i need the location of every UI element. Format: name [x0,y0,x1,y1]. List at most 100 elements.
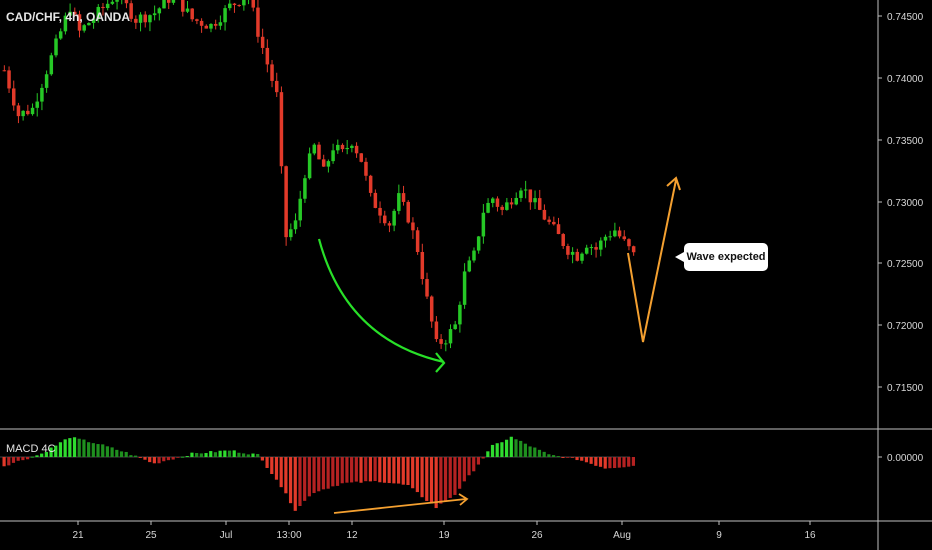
macd-histogram-bar [439,457,443,504]
macd-histogram-bar [566,457,570,458]
macd-divergence-arrowhead [458,493,469,506]
candle-body [542,209,547,220]
candle-body [420,251,425,280]
candle-body [378,207,382,216]
candle-body [401,193,406,202]
candle-body [105,3,110,9]
macd-histogram-bar [232,450,236,457]
candle-body [279,92,284,167]
candle-body [631,246,636,253]
candle-body [467,260,472,272]
symbol-title: CAD/CHF, 4h, OANDA [6,10,131,24]
macd-histogram-bar [519,440,523,457]
price-tick-label: 0.74500 [887,12,924,23]
candle-body [580,253,584,261]
candle-body [387,223,392,226]
candle-body [537,198,542,210]
candle-body [87,22,91,26]
macd-histogram-bar [378,457,382,483]
macd-histogram-bar [148,457,152,463]
macd-histogram-bar [58,442,63,457]
macd-histogram-bar [180,456,185,458]
macd-histogram-bar [613,457,617,469]
candle-body [91,18,96,23]
macd-histogram-bar [303,457,307,501]
candle-body [547,219,551,222]
candle-body [265,47,270,65]
macd-histogram-bar [293,457,297,511]
macd-histogram-bar [594,457,598,466]
macd-histogram-bar [129,455,133,457]
macd-histogram-bar [251,453,255,457]
macd-histogram-bar [373,457,377,482]
candle-body [298,198,302,221]
candle-body [289,229,293,238]
macd-histogram-bar [87,442,91,457]
candle-body [359,153,364,162]
candle-body [627,239,631,247]
time-tick-label: 25 [145,530,157,541]
macd-histogram-bar [30,456,34,458]
macd-histogram-bar [274,457,279,480]
candle-body [570,251,575,255]
candle-body [199,20,204,26]
candle-body [171,0,176,3]
macd-histogram-bar [279,457,283,488]
candle-body [303,178,307,199]
macd-histogram-bar [359,457,363,483]
macd-histogram-bar [631,457,635,466]
macd-histogram-bar [396,457,401,484]
candle-body [260,36,265,48]
macd-histogram-bar [152,457,156,464]
macd-histogram-bar [401,457,405,485]
candle-body [162,0,166,9]
time-tick-label: 16 [804,530,816,541]
macd-histogram-bar [185,456,189,457]
time-tick-label: 13:00 [276,530,301,541]
macd-histogram-bar [63,439,67,457]
candle-body [242,0,246,6]
macd-histogram-bar [7,457,11,466]
candle-body [345,147,349,150]
macd-histogram-bar [505,439,509,457]
candle-body [439,339,443,344]
candle-body [157,8,162,14]
macd-histogram-bar [213,452,218,457]
candle-body [429,296,434,322]
candle-body [486,202,490,213]
macd-histogram-bar [326,457,330,489]
candle-body [166,0,171,3]
macd-histogram-bar [495,443,499,457]
macd-histogram-bar [537,449,542,457]
candle-body [613,230,617,237]
price-tick-label: 0.72500 [887,259,924,270]
candle-body [148,15,152,23]
macd-histogram-bar [91,443,95,457]
candle-body [237,4,241,6]
macd-histogram-bar [176,457,180,458]
macd-histogram-bar [425,457,429,501]
candle-body [138,14,143,23]
candle-body [134,18,138,23]
candle-body [21,110,25,117]
macd-histogram-bar [321,457,326,490]
macd-histogram-bar [542,451,546,457]
macd-histogram-bar [528,446,532,457]
candle-body [218,22,223,26]
macd-histogram-bar [458,457,462,489]
candle-body [223,8,227,23]
macd-histogram-bar [603,457,607,469]
candle-body [209,23,213,29]
candle-body [129,3,133,19]
macd-histogram-bar [270,457,274,475]
macd-histogram-bar [209,451,213,457]
macd-histogram-bar [570,457,574,458]
candle-body [617,230,622,237]
macd-histogram-bar [406,457,410,486]
candle-body [82,25,86,31]
candle-body [561,234,565,246]
macd-histogram-bar [561,457,565,459]
macd-histogram-bar [523,443,527,457]
orange-wave-arrowhead [666,176,681,191]
